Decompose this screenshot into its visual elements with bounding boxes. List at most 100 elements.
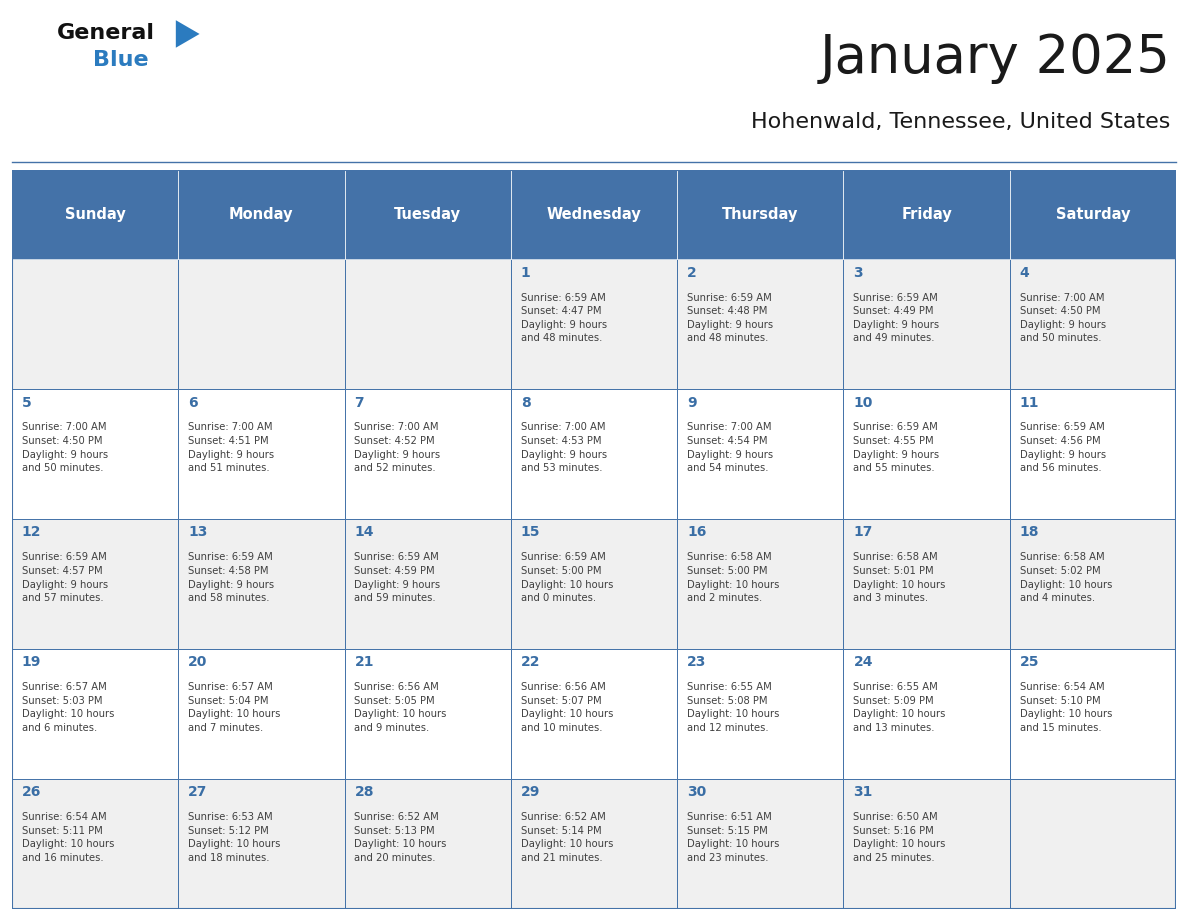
Bar [12, 649, 178, 779]
Bar [677, 779, 843, 909]
Text: January 2025: January 2025 [820, 32, 1170, 84]
Text: Sunrise: 6:57 AM
Sunset: 5:04 PM
Daylight: 10 hours
and 7 minutes.: Sunrise: 6:57 AM Sunset: 5:04 PM Dayligh… [188, 682, 280, 733]
Text: 27: 27 [188, 785, 208, 800]
Text: Sunrise: 6:56 AM
Sunset: 5:05 PM
Daylight: 10 hours
and 9 minutes.: Sunrise: 6:56 AM Sunset: 5:05 PM Dayligh… [354, 682, 447, 733]
Bar [843, 260, 1010, 389]
Text: 8: 8 [520, 396, 531, 409]
Text: Sunrise: 6:59 AM
Sunset: 4:56 PM
Daylight: 9 hours
and 56 minutes.: Sunrise: 6:59 AM Sunset: 4:56 PM Dayligh… [1019, 422, 1106, 474]
Bar [677, 520, 843, 649]
Bar [178, 260, 345, 389]
Text: Friday: Friday [902, 207, 952, 222]
Bar [345, 649, 511, 779]
Bar [178, 389, 345, 520]
Bar [511, 170, 677, 260]
Text: 23: 23 [687, 655, 707, 669]
Text: 6: 6 [188, 396, 198, 409]
Bar [12, 260, 178, 389]
Text: 20: 20 [188, 655, 208, 669]
Bar [1010, 260, 1176, 389]
Text: 19: 19 [21, 655, 42, 669]
Text: Sunrise: 6:51 AM
Sunset: 5:15 PM
Daylight: 10 hours
and 23 minutes.: Sunrise: 6:51 AM Sunset: 5:15 PM Dayligh… [687, 812, 779, 863]
Bar [677, 649, 843, 779]
Text: Tuesday: Tuesday [394, 207, 461, 222]
Text: Sunrise: 6:59 AM
Sunset: 4:59 PM
Daylight: 9 hours
and 59 minutes.: Sunrise: 6:59 AM Sunset: 4:59 PM Dayligh… [354, 553, 441, 603]
Bar [345, 779, 511, 909]
Text: 12: 12 [21, 525, 42, 540]
Bar [1010, 779, 1176, 909]
Text: 11: 11 [1019, 396, 1040, 409]
Text: Sunrise: 6:58 AM
Sunset: 5:01 PM
Daylight: 10 hours
and 3 minutes.: Sunrise: 6:58 AM Sunset: 5:01 PM Dayligh… [853, 553, 946, 603]
Text: 30: 30 [687, 785, 707, 800]
Text: Sunrise: 6:53 AM
Sunset: 5:12 PM
Daylight: 10 hours
and 18 minutes.: Sunrise: 6:53 AM Sunset: 5:12 PM Dayligh… [188, 812, 280, 863]
Text: Wednesday: Wednesday [546, 207, 642, 222]
Text: 16: 16 [687, 525, 707, 540]
Bar [511, 649, 677, 779]
Text: Sunrise: 6:50 AM
Sunset: 5:16 PM
Daylight: 10 hours
and 25 minutes.: Sunrise: 6:50 AM Sunset: 5:16 PM Dayligh… [853, 812, 946, 863]
Bar [178, 520, 345, 649]
Text: 24: 24 [853, 655, 873, 669]
Bar [12, 779, 178, 909]
Text: Sunrise: 6:57 AM
Sunset: 5:03 PM
Daylight: 10 hours
and 6 minutes.: Sunrise: 6:57 AM Sunset: 5:03 PM Dayligh… [21, 682, 114, 733]
Text: Sunrise: 6:59 AM
Sunset: 4:47 PM
Daylight: 9 hours
and 48 minutes.: Sunrise: 6:59 AM Sunset: 4:47 PM Dayligh… [520, 293, 607, 343]
Bar [178, 649, 345, 779]
Text: 2: 2 [687, 265, 697, 280]
Bar [843, 649, 1010, 779]
Text: 13: 13 [188, 525, 208, 540]
Text: 22: 22 [520, 655, 541, 669]
Bar [677, 260, 843, 389]
Bar [843, 520, 1010, 649]
Text: Saturday: Saturday [1056, 207, 1130, 222]
Text: 18: 18 [1019, 525, 1040, 540]
Bar [12, 170, 178, 260]
Text: 14: 14 [354, 525, 374, 540]
Text: Sunrise: 6:59 AM
Sunset: 4:48 PM
Daylight: 9 hours
and 48 minutes.: Sunrise: 6:59 AM Sunset: 4:48 PM Dayligh… [687, 293, 773, 343]
Text: Sunrise: 7:00 AM
Sunset: 4:52 PM
Daylight: 9 hours
and 52 minutes.: Sunrise: 7:00 AM Sunset: 4:52 PM Dayligh… [354, 422, 441, 474]
Text: Sunrise: 6:59 AM
Sunset: 5:00 PM
Daylight: 10 hours
and 0 minutes.: Sunrise: 6:59 AM Sunset: 5:00 PM Dayligh… [520, 553, 613, 603]
Bar [1010, 520, 1176, 649]
Text: 10: 10 [853, 396, 873, 409]
Text: 25: 25 [1019, 655, 1040, 669]
Text: 7: 7 [354, 396, 365, 409]
Bar [511, 779, 677, 909]
Bar [677, 170, 843, 260]
Text: 15: 15 [520, 525, 541, 540]
Text: Sunrise: 6:58 AM
Sunset: 5:00 PM
Daylight: 10 hours
and 2 minutes.: Sunrise: 6:58 AM Sunset: 5:00 PM Dayligh… [687, 553, 779, 603]
Text: 28: 28 [354, 785, 374, 800]
Text: 26: 26 [21, 785, 42, 800]
Bar [345, 520, 511, 649]
Text: Hohenwald, Tennessee, United States: Hohenwald, Tennessee, United States [751, 112, 1170, 132]
Bar [677, 389, 843, 520]
Text: 4: 4 [1019, 265, 1030, 280]
Text: Sunrise: 7:00 AM
Sunset: 4:51 PM
Daylight: 9 hours
and 51 minutes.: Sunrise: 7:00 AM Sunset: 4:51 PM Dayligh… [188, 422, 274, 474]
Bar [345, 389, 511, 520]
Text: Sunrise: 6:52 AM
Sunset: 5:13 PM
Daylight: 10 hours
and 20 minutes.: Sunrise: 6:52 AM Sunset: 5:13 PM Dayligh… [354, 812, 447, 863]
Text: Sunrise: 6:54 AM
Sunset: 5:11 PM
Daylight: 10 hours
and 16 minutes.: Sunrise: 6:54 AM Sunset: 5:11 PM Dayligh… [21, 812, 114, 863]
Text: 31: 31 [853, 785, 873, 800]
Text: Sunrise: 6:55 AM
Sunset: 5:09 PM
Daylight: 10 hours
and 13 minutes.: Sunrise: 6:55 AM Sunset: 5:09 PM Dayligh… [853, 682, 946, 733]
Text: Sunrise: 7:00 AM
Sunset: 4:50 PM
Daylight: 9 hours
and 50 minutes.: Sunrise: 7:00 AM Sunset: 4:50 PM Dayligh… [21, 422, 108, 474]
Text: 17: 17 [853, 525, 873, 540]
Text: 9: 9 [687, 396, 697, 409]
Text: Sunrise: 6:59 AM
Sunset: 4:55 PM
Daylight: 9 hours
and 55 minutes.: Sunrise: 6:59 AM Sunset: 4:55 PM Dayligh… [853, 422, 940, 474]
Text: Sunrise: 6:59 AM
Sunset: 4:58 PM
Daylight: 9 hours
and 58 minutes.: Sunrise: 6:59 AM Sunset: 4:58 PM Dayligh… [188, 553, 274, 603]
Text: 1: 1 [520, 265, 531, 280]
Text: Sunrise: 6:59 AM
Sunset: 4:57 PM
Daylight: 9 hours
and 57 minutes.: Sunrise: 6:59 AM Sunset: 4:57 PM Dayligh… [21, 553, 108, 603]
Text: Blue: Blue [93, 50, 148, 71]
Bar [511, 260, 677, 389]
Text: 29: 29 [520, 785, 541, 800]
Bar [1010, 649, 1176, 779]
Text: Sunrise: 7:00 AM
Sunset: 4:54 PM
Daylight: 9 hours
and 54 minutes.: Sunrise: 7:00 AM Sunset: 4:54 PM Dayligh… [687, 422, 773, 474]
Bar [1010, 389, 1176, 520]
Text: Sunrise: 6:54 AM
Sunset: 5:10 PM
Daylight: 10 hours
and 15 minutes.: Sunrise: 6:54 AM Sunset: 5:10 PM Dayligh… [1019, 682, 1112, 733]
Bar [12, 389, 178, 520]
Text: Thursday: Thursday [722, 207, 798, 222]
Text: Sunrise: 7:00 AM
Sunset: 4:53 PM
Daylight: 9 hours
and 53 minutes.: Sunrise: 7:00 AM Sunset: 4:53 PM Dayligh… [520, 422, 607, 474]
Bar [345, 260, 511, 389]
Bar [345, 170, 511, 260]
Text: Sunrise: 6:56 AM
Sunset: 5:07 PM
Daylight: 10 hours
and 10 minutes.: Sunrise: 6:56 AM Sunset: 5:07 PM Dayligh… [520, 682, 613, 733]
Bar [12, 520, 178, 649]
Text: 21: 21 [354, 655, 374, 669]
Text: Sunrise: 6:58 AM
Sunset: 5:02 PM
Daylight: 10 hours
and 4 minutes.: Sunrise: 6:58 AM Sunset: 5:02 PM Dayligh… [1019, 553, 1112, 603]
Text: Sunrise: 6:52 AM
Sunset: 5:14 PM
Daylight: 10 hours
and 21 minutes.: Sunrise: 6:52 AM Sunset: 5:14 PM Dayligh… [520, 812, 613, 863]
Bar [178, 779, 345, 909]
